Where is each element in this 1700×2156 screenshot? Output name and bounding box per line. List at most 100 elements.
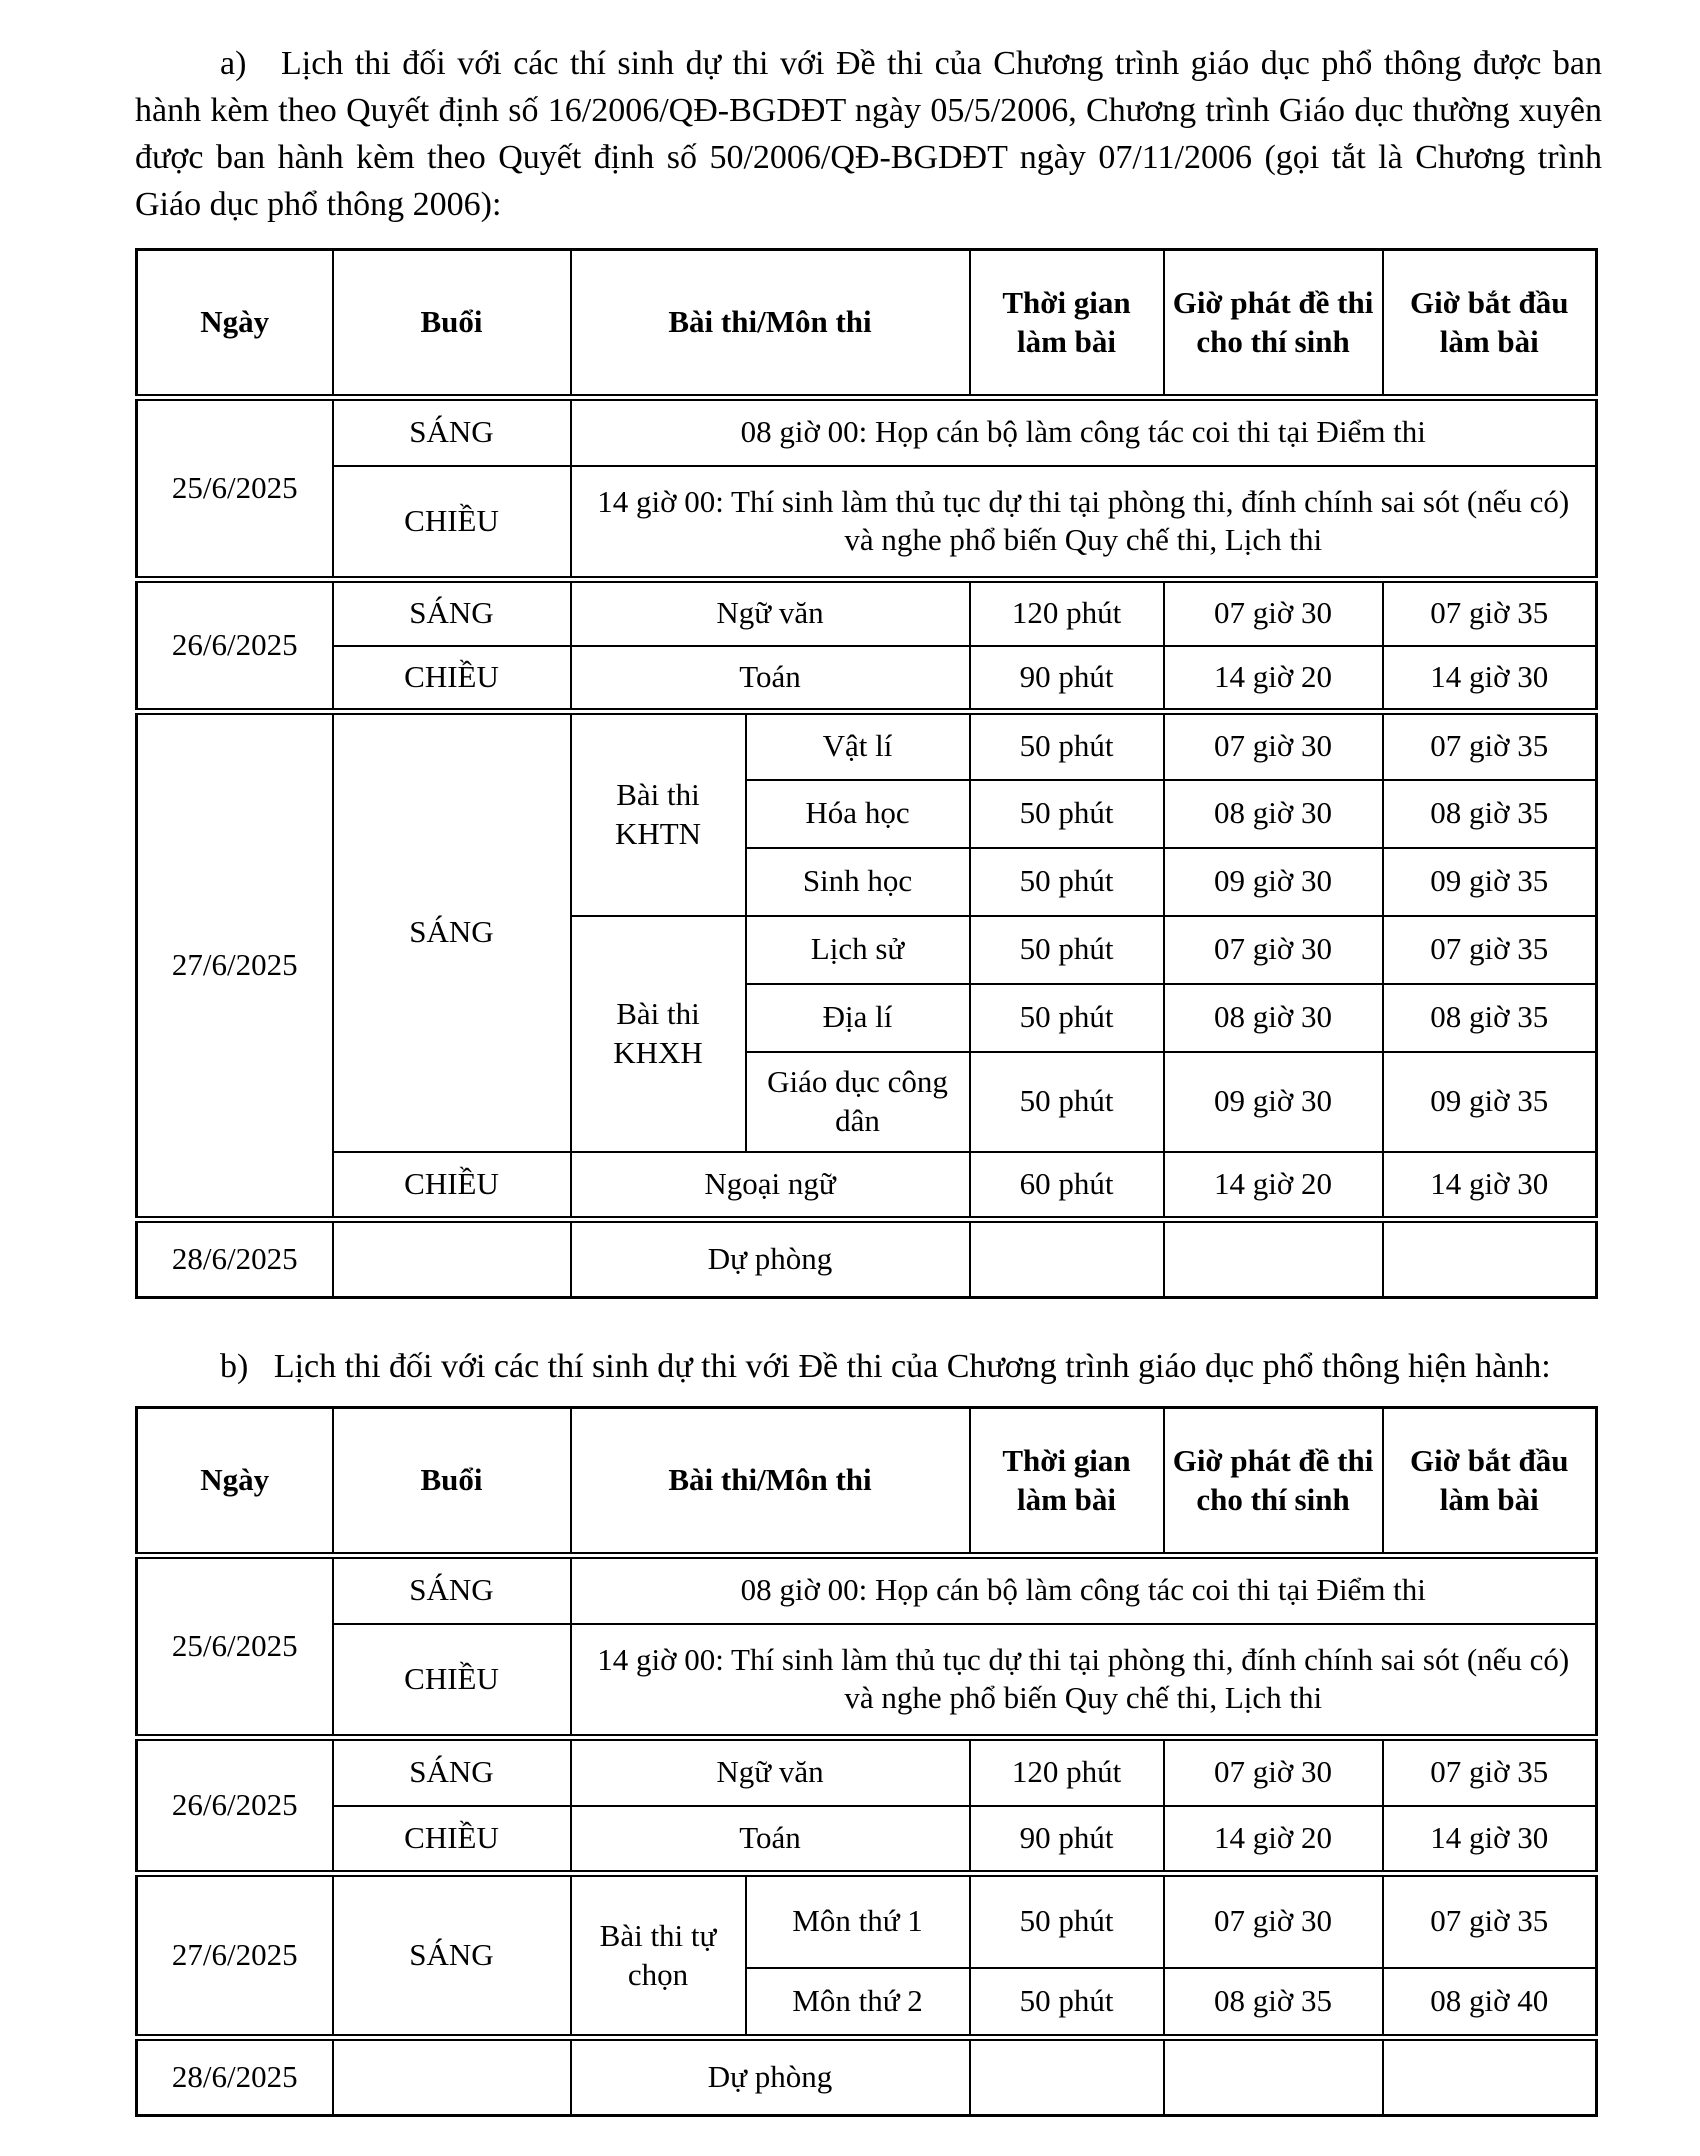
handout-time-cell: 07 giờ 30 <box>1162 1870 1384 1969</box>
note-cell: 08 giờ 00: Họp cán bộ làm công tác coi t… <box>569 1552 1598 1625</box>
duration-cell: 90 phút <box>968 1804 1165 1875</box>
session-cell: SÁNG <box>331 394 572 467</box>
section-a-paragraph: a) Lịch thi đối với các thí sinh dự thi … <box>135 45 1602 223</box>
handout-time-cell: 07 giờ 30 <box>1162 576 1384 647</box>
table-row: Địa lí 50 phút 08 giờ 30 08 giờ 35 <box>137 982 1598 1053</box>
handout-time-cell: 14 giờ 20 <box>1162 644 1384 713</box>
header-thoi-gian-lam-bai: Thời gian làm bài <box>968 1406 1165 1557</box>
session-cell: CHIỀU <box>331 1804 572 1875</box>
exam-group-cell: Bài thi KHTN <box>569 708 747 917</box>
start-time-cell: 07 giờ 35 <box>1381 708 1598 781</box>
duration-cell: 50 phút <box>968 1870 1165 1969</box>
duration-cell: 50 phút <box>968 914 1165 985</box>
session-cell: CHIỀU <box>331 1150 572 1221</box>
duration-cell: 120 phút <box>968 1734 1165 1807</box>
exam-schedule-table-2006: Ngày Buổi Bài thi/Môn thi Thời gian làm … <box>135 248 1599 1299</box>
duration-cell: 120 phút <box>968 576 1165 647</box>
header-ngay: Ngày <box>135 1406 334 1557</box>
table-row: CHIỀU 14 giờ 00: Thí sinh làm thủ tục dự… <box>137 1622 1598 1739</box>
header-bai-thi-mon-thi: Bài thi/Môn thi <box>569 248 971 399</box>
header-gio-phat-de-thi: Giờ phát đề thi cho thí sinh <box>1162 1406 1384 1557</box>
table-row: Môn thứ 2 50 phút 08 giờ 35 08 giờ 40 <box>137 1966 1598 2039</box>
start-time-cell: 14 giờ 30 <box>1381 1804 1598 1875</box>
table-b-header-row: Ngày Buổi Bài thi/Môn thi Thời gian làm … <box>135 1406 1598 1557</box>
session-cell-empty <box>331 1216 572 1299</box>
subject-cell: Dự phòng <box>569 1216 971 1299</box>
handout-time-cell: 14 giờ 20 <box>1162 1804 1384 1875</box>
start-time-cell: 07 giờ 35 <box>1381 914 1598 985</box>
session-cell: CHIỀU <box>331 1622 572 1739</box>
date-cell: 25/6/2025 <box>135 394 334 581</box>
date-cell: 26/6/2025 <box>135 576 334 713</box>
duration-cell: 90 phút <box>968 644 1165 713</box>
duration-cell: 50 phút <box>968 708 1165 781</box>
subject-cell: Môn thứ 1 <box>744 1870 971 1969</box>
start-time-cell: 14 giờ 30 <box>1381 644 1598 713</box>
table-row: CHIỀU Toán 90 phút 14 giờ 20 14 giờ 30 <box>137 1804 1598 1875</box>
header-buoi: Buổi <box>331 1406 572 1557</box>
handout-time-cell: 07 giờ 30 <box>1162 708 1384 781</box>
subject-cell: Vật lí <box>744 708 971 781</box>
table-row: 27/6/2025 SÁNG Bài thi tự chọn Môn thứ 1… <box>135 1870 1598 2039</box>
table-row: Bài thi KHXH Lịch sử 50 phút 07 giờ 30 0… <box>137 914 1598 1153</box>
table-row: 28/6/2025 Dự phòng <box>135 1216 1598 1299</box>
subject-cell: Ngoại ngữ <box>569 1150 971 1221</box>
start-time-cell: 08 giờ 40 <box>1381 1966 1598 2039</box>
duration-cell-empty <box>968 1216 1165 1299</box>
header-gio-bat-dau-lam-bai: Giờ bắt đầu làm bài <box>1381 248 1598 399</box>
start-time-cell-empty <box>1381 1216 1598 1299</box>
session-cell: SÁNG <box>331 1552 572 1625</box>
table-a-header-row: Ngày Buổi Bài thi/Môn thi Thời gian làm … <box>135 248 1598 399</box>
start-time-cell: 07 giờ 35 <box>1381 576 1598 647</box>
table-row: Giáo dục công dân 50 phút 09 giờ 30 09 g… <box>137 1050 1598 1153</box>
table-row: CHIỀU 14 giờ 00: Thí sinh làm thủ tục dự… <box>137 464 1598 581</box>
duration-cell: 50 phút <box>968 778 1165 849</box>
start-time-cell: 08 giờ 35 <box>1381 982 1598 1053</box>
date-cell: 26/6/2025 <box>135 1734 334 1875</box>
handout-time-cell: 09 giờ 30 <box>1162 846 1384 917</box>
session-cell: SÁNG <box>331 1870 572 2039</box>
duration-cell: 50 phút <box>968 1966 1165 2039</box>
note-cell: 14 giờ 00: Thí sinh làm thủ tục dự thi t… <box>569 464 1598 581</box>
table-row: Sinh học 50 phút 09 giờ 30 09 giờ 35 <box>137 846 1598 917</box>
handout-time-cell: 14 giờ 20 <box>1162 1150 1384 1221</box>
start-time-cell: 09 giờ 35 <box>1381 846 1598 917</box>
section-b-paragraph: b) Lịch thi đối với các thí sinh dự thi … <box>220 1348 1551 1385</box>
start-time-cell-empty <box>1381 2034 1598 2117</box>
date-cell: 28/6/2025 <box>135 2034 334 2117</box>
start-time-cell: 08 giờ 35 <box>1381 778 1598 849</box>
header-thoi-gian-lam-bai: Thời gian làm bài <box>968 248 1165 399</box>
duration-cell: 50 phút <box>968 846 1165 917</box>
handout-time-cell: 08 giờ 30 <box>1162 778 1384 849</box>
session-cell: SÁNG <box>331 708 572 1153</box>
handout-time-cell: 07 giờ 30 <box>1162 1734 1384 1807</box>
start-time-cell: 09 giờ 35 <box>1381 1050 1598 1153</box>
subject-cell: Ngữ văn <box>569 1734 971 1807</box>
table-row: CHIỀU Toán 90 phút 14 giờ 20 14 giờ 30 <box>137 644 1598 713</box>
table-row: 28/6/2025 Dự phòng <box>135 2034 1598 2117</box>
date-cell: 27/6/2025 <box>135 708 334 1221</box>
subject-cell: Toán <box>569 644 971 713</box>
handout-time-cell: 09 giờ 30 <box>1162 1050 1384 1153</box>
header-ngay: Ngày <box>135 248 334 399</box>
session-cell: CHIỀU <box>331 464 572 581</box>
subject-cell: Lịch sử <box>744 914 971 985</box>
subject-cell: Dự phòng <box>569 2034 971 2117</box>
table-row: 25/6/2025 SÁNG 08 giờ 00: Họp cán bộ làm… <box>135 1552 1598 1739</box>
table-row: Hóa học 50 phút 08 giờ 30 08 giờ 35 <box>137 778 1598 849</box>
table-row: 26/6/2025 SÁNG Ngữ văn 120 phút 07 giờ 3… <box>135 576 1598 713</box>
date-cell: 28/6/2025 <box>135 1216 334 1299</box>
handout-time-cell-empty <box>1162 1216 1384 1299</box>
start-time-cell: 07 giờ 35 <box>1381 1734 1598 1807</box>
date-cell: 27/6/2025 <box>135 1870 334 2039</box>
exam-schedule-table-current: Ngày Buổi Bài thi/Môn thi Thời gian làm … <box>135 1406 1599 2117</box>
subject-cell: Ngữ văn <box>569 576 971 647</box>
handout-time-cell-empty <box>1162 2034 1384 2117</box>
subject-cell: Giáo dục công dân <box>744 1050 971 1153</box>
note-cell: 08 giờ 00: Họp cán bộ làm công tác coi t… <box>569 394 1598 467</box>
table-row: CHIỀU Ngoại ngữ 60 phút 14 giờ 20 14 giờ… <box>137 1150 1598 1221</box>
start-time-cell: 14 giờ 30 <box>1381 1150 1598 1221</box>
duration-cell-empty <box>968 2034 1165 2117</box>
exam-group-cell: Bài thi KHXH <box>569 914 747 1153</box>
